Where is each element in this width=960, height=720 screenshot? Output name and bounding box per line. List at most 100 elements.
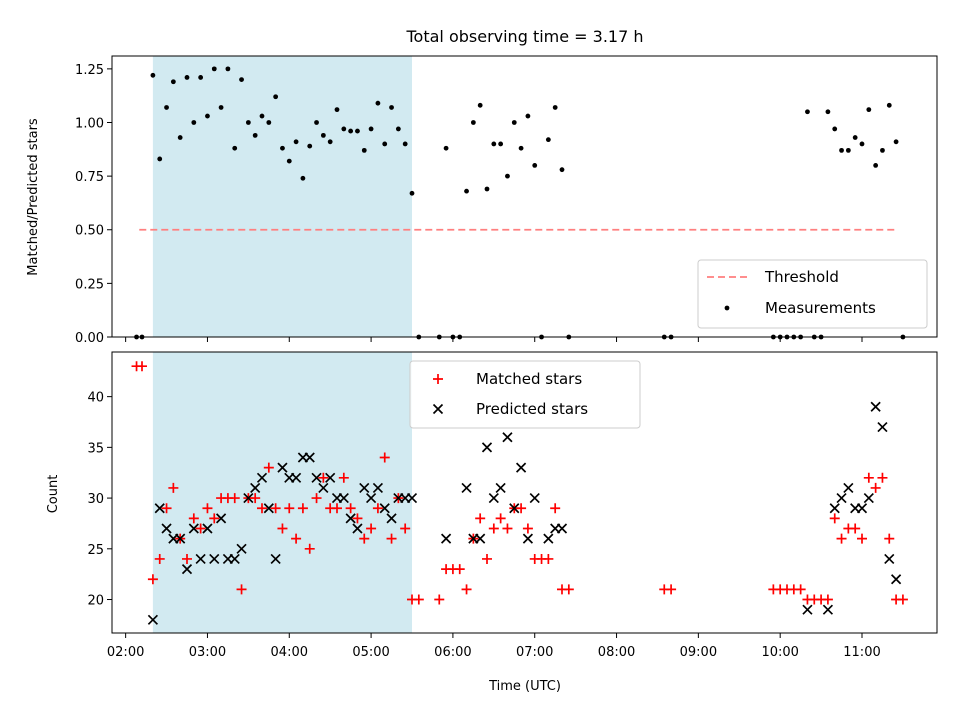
x-tick-label: 04:00 bbox=[271, 645, 308, 660]
matched-point bbox=[516, 503, 527, 514]
predicted-point bbox=[304, 452, 315, 463]
x-tick-label: 02:00 bbox=[107, 645, 144, 660]
y-tick-label: 0.50 bbox=[75, 224, 104, 239]
measurement-point bbox=[293, 139, 299, 145]
measurement-point bbox=[382, 141, 388, 147]
matched-point bbox=[563, 584, 574, 595]
matched-point bbox=[168, 482, 179, 493]
predicted-point bbox=[202, 523, 213, 534]
matched-point bbox=[366, 523, 377, 534]
matched-point bbox=[311, 493, 322, 504]
ratio-y-axis-label: Matched/Predicted stars bbox=[26, 118, 41, 276]
predicted-point bbox=[475, 533, 486, 544]
matched-point bbox=[482, 553, 492, 564]
predicted-point bbox=[461, 482, 472, 494]
measurement-point bbox=[525, 113, 531, 119]
y-tick-label: 20 bbox=[87, 594, 104, 609]
y-tick-label: 30 bbox=[87, 492, 104, 507]
matched-point bbox=[434, 594, 445, 605]
matched-point bbox=[495, 513, 506, 524]
matched-point bbox=[147, 574, 158, 585]
matched-point bbox=[284, 503, 295, 514]
matched-point bbox=[332, 503, 342, 514]
matched-point bbox=[359, 533, 370, 544]
measurement-point bbox=[280, 145, 285, 151]
measurement-point bbox=[873, 162, 879, 168]
measurement-point bbox=[286, 158, 292, 164]
predicted-point bbox=[884, 553, 895, 565]
measurement-point bbox=[805, 109, 810, 115]
matched-point bbox=[475, 513, 486, 524]
matched-point bbox=[822, 594, 833, 605]
matched-point bbox=[522, 523, 533, 534]
matched-point bbox=[291, 533, 302, 544]
measurement-point bbox=[348, 128, 354, 134]
measurement-point bbox=[232, 145, 238, 151]
x-tick-label: 09:00 bbox=[680, 645, 717, 660]
measurement-point bbox=[505, 173, 510, 179]
matched-point bbox=[863, 472, 874, 483]
measurement-point bbox=[211, 66, 217, 72]
matched-point bbox=[345, 503, 356, 514]
measurement-point bbox=[320, 132, 326, 138]
predicted-point bbox=[488, 492, 499, 504]
measurement-point bbox=[825, 109, 831, 115]
matched-point bbox=[229, 493, 240, 504]
predicted-point bbox=[229, 553, 240, 565]
ratio-legend: Threshold Measurements bbox=[697, 259, 928, 329]
measurement-point bbox=[559, 167, 565, 173]
measurement-point bbox=[239, 77, 244, 82]
measurement-point bbox=[375, 100, 381, 106]
matched-point bbox=[188, 513, 199, 524]
matched-point bbox=[250, 493, 261, 504]
matched-point bbox=[195, 523, 206, 534]
measurement-point bbox=[511, 120, 517, 125]
predicted-point bbox=[440, 533, 452, 544]
matched-point bbox=[795, 584, 806, 595]
measurement-point bbox=[245, 120, 251, 125]
matched-point bbox=[850, 523, 861, 534]
matched-point bbox=[857, 533, 867, 544]
chart-title: Total observing time = 3.17 h bbox=[405, 27, 643, 46]
matched-point bbox=[897, 594, 908, 605]
measurement-point bbox=[477, 102, 483, 108]
matched-point bbox=[666, 584, 677, 595]
measurement-point bbox=[205, 113, 210, 119]
measurement-point bbox=[314, 120, 319, 125]
matched-point bbox=[829, 513, 840, 524]
matched-point bbox=[488, 523, 499, 534]
predicted-point bbox=[359, 482, 370, 494]
measurement-point bbox=[545, 137, 551, 143]
measurement-point bbox=[218, 105, 224, 110]
predicted-point bbox=[311, 472, 322, 483]
measurement-point bbox=[170, 79, 176, 85]
x-tick-label: 07:00 bbox=[516, 645, 553, 660]
y-tick-label: 40 bbox=[87, 391, 104, 406]
matched-point bbox=[277, 523, 288, 534]
legend-frame bbox=[697, 259, 928, 329]
measurement-point bbox=[409, 190, 415, 196]
measurement-point bbox=[355, 128, 360, 134]
x-tick-label: 06:00 bbox=[434, 645, 471, 660]
predicted-point bbox=[379, 503, 390, 514]
predicted-point bbox=[352, 523, 363, 534]
predicted-point bbox=[481, 442, 493, 453]
predicted-point bbox=[386, 513, 397, 524]
measurement-point bbox=[886, 102, 892, 108]
matched-point bbox=[202, 503, 213, 514]
matched-point bbox=[137, 361, 147, 372]
measurement-point bbox=[880, 147, 885, 153]
measurement-point bbox=[266, 120, 272, 125]
y-tick-label: 0.25 bbox=[75, 277, 104, 292]
matched-point bbox=[454, 564, 465, 575]
matched-point bbox=[304, 543, 315, 554]
matched-point bbox=[154, 553, 165, 564]
predicted-point bbox=[365, 492, 377, 504]
predicted-point bbox=[406, 492, 418, 504]
measurement-point bbox=[470, 120, 476, 125]
matched-point bbox=[413, 594, 424, 605]
measurement-point bbox=[443, 145, 449, 151]
predicted-point bbox=[836, 492, 847, 504]
measurement-point bbox=[845, 147, 851, 153]
measurement-point bbox=[464, 188, 469, 194]
